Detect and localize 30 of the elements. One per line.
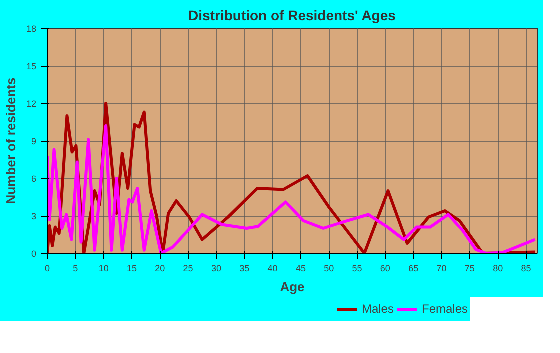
x-tick-label: 20 bbox=[155, 264, 166, 274]
y-axis-title: Number of residents bbox=[3, 78, 18, 204]
x-tick-label: 65 bbox=[408, 264, 419, 274]
y-tick-label: 3 bbox=[31, 212, 37, 222]
chart-title: Distribution of Residents' Ages bbox=[188, 8, 396, 24]
x-tick-label: 85 bbox=[521, 264, 532, 274]
y-tick-label: 18 bbox=[26, 24, 37, 34]
x-tick-label: 40 bbox=[268, 264, 278, 274]
y-tick-label: 9 bbox=[31, 136, 37, 146]
x-tick-label: 55 bbox=[352, 264, 362, 274]
x-tick-label: 10 bbox=[98, 264, 109, 274]
y-tick-label: 12 bbox=[26, 99, 37, 109]
x-tick-label: 80 bbox=[493, 264, 504, 274]
legend-label: Females bbox=[422, 302, 468, 316]
x-tick-label: 35 bbox=[240, 264, 250, 274]
x-tick-label: 50 bbox=[324, 264, 334, 274]
x-tick-label: 45 bbox=[296, 264, 306, 274]
y-tick-label: 6 bbox=[31, 174, 37, 184]
y-tick-label: 15 bbox=[26, 62, 37, 72]
x-tick-label: 5 bbox=[73, 264, 78, 274]
x-tick-label: 0 bbox=[44, 264, 50, 274]
x-tick-label: 25 bbox=[183, 264, 194, 274]
x-axis-title: Age bbox=[280, 280, 305, 294]
x-tick-label: 30 bbox=[211, 264, 222, 274]
x-tick-label: 15 bbox=[126, 264, 137, 274]
x-tick-label: 60 bbox=[380, 264, 390, 274]
x-tick-label: 70 bbox=[436, 264, 447, 274]
y-tick-label: 0 bbox=[31, 249, 37, 259]
x-tick-label: 75 bbox=[464, 264, 475, 274]
legend-label: Males bbox=[362, 302, 394, 316]
